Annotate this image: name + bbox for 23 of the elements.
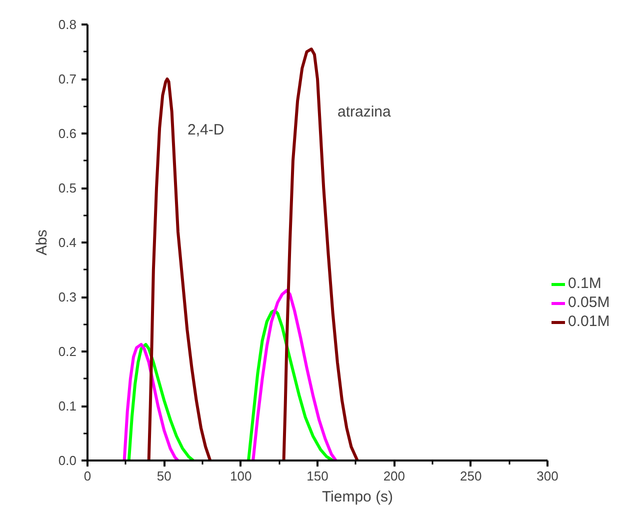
- y-tick-label: 0.2: [58, 344, 77, 359]
- x-tick-label: 50: [156, 468, 172, 484]
- y-tick-label: 0.7: [58, 72, 77, 86]
- y-tick-label: 0.5: [58, 180, 77, 196]
- x-tick-label: 200: [383, 468, 406, 484]
- legend-label: 0.1M: [568, 275, 602, 292]
- y-tick-label: 0.1: [58, 398, 77, 414]
- y-axis-title: Abs: [33, 230, 50, 256]
- y-tick-label: 0.4: [58, 235, 77, 250]
- legend-label: 0.01M: [568, 313, 610, 330]
- x-tick-label: 0: [84, 468, 92, 484]
- y-tick-label: 0.0: [58, 453, 77, 468]
- y-tick-label: 0.6: [58, 126, 77, 141]
- x-tick-label: 300: [536, 468, 558, 484]
- x-tick-label: 150: [306, 468, 328, 484]
- legend-label: 0.05M: [568, 294, 610, 311]
- annotation: 2,4-D: [188, 122, 224, 138]
- x-axis-title: Tiempo (s): [322, 488, 394, 506]
- annotation: atrazina: [338, 104, 392, 120]
- x-tick-label: 100: [230, 468, 252, 484]
- y-tick-label: 0.8: [58, 17, 77, 32]
- x-tick-label: 250: [460, 468, 482, 484]
- y-tick-label: 0.3: [58, 290, 77, 304]
